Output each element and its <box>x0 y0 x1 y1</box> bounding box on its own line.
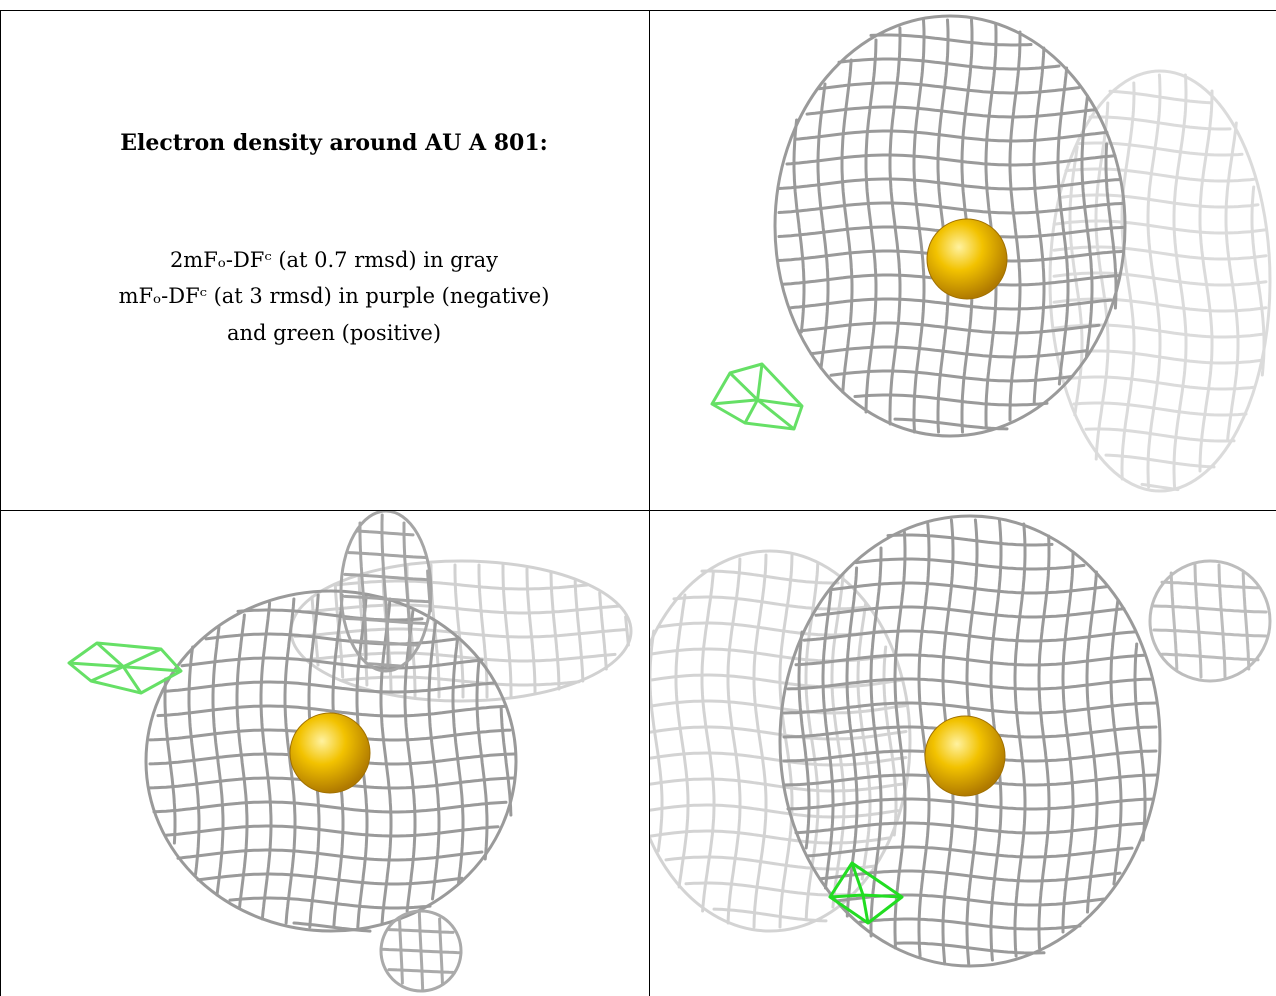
caption-line-positive: and green (positive) <box>226 321 442 345</box>
caption-line-2mfo: 2mFₒ-DFᶜ (at 0.7 rmsd) in gray <box>169 248 499 272</box>
positive-density-cage <box>67 641 183 695</box>
positive-density-cage <box>710 362 804 431</box>
density-mesh-view <box>67 511 633 993</box>
gold-atom-sphere <box>926 218 1008 300</box>
grid-left-border <box>0 10 1 996</box>
gold-atom-sphere <box>289 712 371 794</box>
caption-line-mfo: mFₒ-DFᶜ (at 3 rmsd) in purple (negative) <box>118 284 550 308</box>
grid-top-border <box>0 10 1276 11</box>
grid-center-divider <box>649 10 650 996</box>
view-top-right <box>650 11 1276 510</box>
gold-atom-sphere <box>924 715 1006 797</box>
grid-middle-divider <box>0 510 1276 511</box>
density-mesh-view <box>710 14 1272 493</box>
positive-density-cage <box>828 861 904 925</box>
view-bottom-left <box>1 511 649 996</box>
caption-panel: Electron density around AU A 801: 2mFₒ-D… <box>0 0 650 510</box>
density-mesh-view <box>650 514 1272 968</box>
caption-title: Electron density around AU A 801: <box>120 130 548 156</box>
view-bottom-right <box>650 511 1276 996</box>
